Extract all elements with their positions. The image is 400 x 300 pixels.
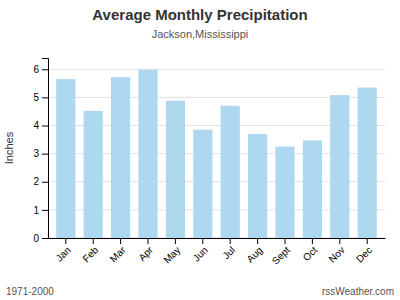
tick-label: Mar <box>108 244 128 264</box>
x-tick: Apr <box>136 238 155 263</box>
x-tick: Mar <box>108 238 128 264</box>
tick-mark <box>312 238 313 244</box>
plot: 0 1 2 3 4 5 6 Jan Feb Mar Apr May Jun Jul Aug Sept Oct No… <box>33 59 385 267</box>
tick-mark <box>284 238 285 244</box>
y-tick: 5 <box>33 92 48 103</box>
y-tick: 2 <box>33 176 48 187</box>
chart: Average Monthly Precipitation Jackson,Mis… <box>0 0 400 300</box>
bar <box>248 134 267 238</box>
tick-label: 1 <box>33 205 39 216</box>
footnote: rssWeather.com <box>322 286 394 297</box>
y-tick: 0 <box>33 233 48 244</box>
y-axis-label: Inches <box>3 131 15 164</box>
tick-label: Jun <box>191 244 210 263</box>
bar <box>330 95 349 238</box>
tick-label: May <box>161 244 182 265</box>
x-tick: Dec <box>354 238 374 265</box>
tick-mark <box>42 69 48 70</box>
x-tick: Aug <box>244 238 264 265</box>
bar <box>111 77 130 238</box>
x-tick: Jun <box>191 238 210 264</box>
tick-mark <box>230 238 231 244</box>
bar <box>138 70 157 238</box>
tick-mark <box>42 238 48 239</box>
tick-label: 5 <box>33 92 39 103</box>
bar <box>221 106 240 238</box>
x-axis: Jan Feb Mar Apr May Jun Jul Aug Sept Oct Nov Dec <box>49 238 386 267</box>
tick-label: 6 <box>33 64 39 75</box>
tick-label: Feb <box>80 244 100 264</box>
y-tick: 4 <box>33 120 48 131</box>
x-tick: Oct <box>301 238 320 263</box>
tick-label: Nov <box>327 244 347 264</box>
tick-label: 4 <box>33 120 39 131</box>
tick-label: Dec <box>354 244 374 264</box>
tick-mark <box>257 238 258 244</box>
tick-label: 3 <box>33 148 39 159</box>
tick-mark <box>42 126 48 127</box>
axis-line <box>49 238 386 239</box>
bars <box>56 70 377 238</box>
x-tick: Jul <box>220 238 237 261</box>
bar <box>275 147 294 238</box>
tick-mark <box>339 238 340 244</box>
tick-label: Jul <box>220 244 237 261</box>
tick-label: Aug <box>244 244 264 264</box>
grid <box>48 69 385 238</box>
x-tick: Sept <box>270 238 292 267</box>
tick-mark <box>42 210 48 211</box>
tick-label: 2 <box>33 176 39 187</box>
x-tick: Feb <box>80 238 100 264</box>
tick-label: 0 <box>33 233 39 244</box>
tick-label: Jan <box>54 244 73 263</box>
tick-label: Oct <box>301 244 320 263</box>
y-tick: 1 <box>33 205 48 216</box>
tick-mark <box>42 182 48 183</box>
title: Average Monthly Precipitation <box>92 6 307 23</box>
bar <box>84 111 103 238</box>
x-tick: Jan <box>54 238 73 264</box>
tick-mark <box>93 238 94 244</box>
tick-mark <box>42 154 48 155</box>
bar <box>56 79 75 238</box>
y-axis: 0 1 2 3 4 5 6 <box>33 59 48 244</box>
bar <box>358 88 377 238</box>
bar <box>166 101 185 238</box>
tick-mark <box>175 238 176 244</box>
subtitle: Jackson,Mississippi <box>152 28 249 40</box>
x-tick: Nov <box>327 238 347 265</box>
footnote: 1971-2000 <box>6 286 54 297</box>
bar <box>303 140 322 238</box>
tick-mark <box>42 97 48 98</box>
y-tick: 3 <box>33 148 48 159</box>
tick-mark <box>202 238 203 244</box>
bar <box>193 130 212 238</box>
tick-mark <box>120 238 121 244</box>
tick-label: Sept <box>270 244 292 266</box>
y-tick: 6 <box>33 64 48 75</box>
tick-mark <box>65 238 66 244</box>
tick-label: Apr <box>136 244 155 263</box>
tick-mark <box>367 238 368 244</box>
axis-line <box>42 59 49 239</box>
x-tick: May <box>161 238 182 266</box>
tick-mark <box>148 238 149 244</box>
grid-line <box>48 69 385 70</box>
